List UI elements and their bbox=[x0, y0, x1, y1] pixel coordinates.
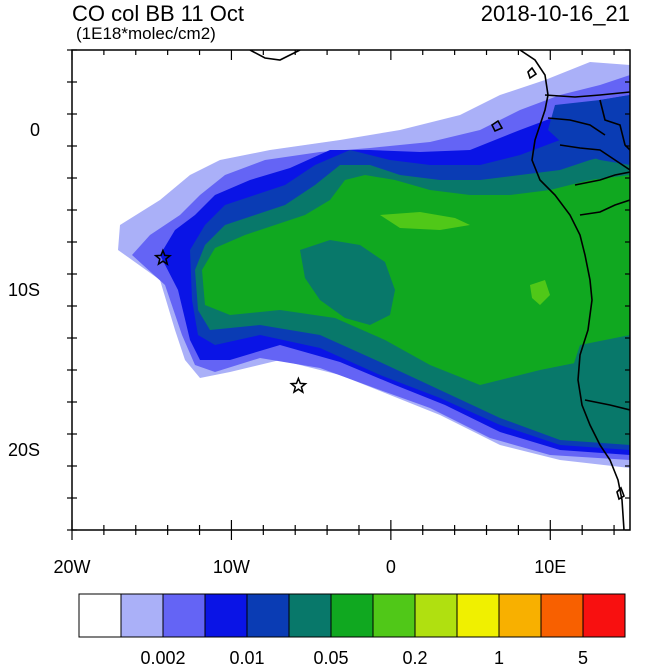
contour-level-5-inner bbox=[300, 240, 395, 325]
colorbar-box bbox=[246, 593, 290, 638]
plume-contours bbox=[118, 62, 630, 468]
contour-level-7 bbox=[380, 212, 470, 230]
star-marker bbox=[289, 376, 308, 394]
colorbar bbox=[78, 593, 626, 638]
x-tick-label: 10E bbox=[534, 557, 567, 577]
colorbar-label: 0.2 bbox=[402, 648, 428, 668]
x-tick-label: 20W bbox=[53, 557, 91, 577]
valid-time: 2018-10-16_21 bbox=[480, 1, 630, 26]
contour-level-6 bbox=[202, 175, 630, 385]
y-tick-label: 10S bbox=[7, 280, 40, 300]
star-marker bbox=[153, 248, 172, 266]
colorbar-label: 0.01 bbox=[229, 648, 265, 668]
x-tick-label: 10W bbox=[212, 557, 250, 577]
colorbar-label: 0.002 bbox=[140, 648, 186, 668]
colorbar-label: 1 bbox=[493, 648, 505, 668]
colorbar-box bbox=[456, 593, 500, 638]
y-tick-label: 0 bbox=[29, 120, 40, 140]
colorbar-label: 0.05 bbox=[313, 648, 349, 668]
colorbar-box bbox=[288, 593, 332, 638]
x-tick-label: 0 bbox=[385, 557, 396, 577]
contour-level-5-coast bbox=[560, 335, 630, 445]
colorbar-box bbox=[330, 593, 374, 638]
colorbar-box bbox=[540, 593, 584, 638]
units-label: (1E18*molec/cm2) bbox=[76, 24, 216, 43]
colorbar-box bbox=[120, 593, 164, 638]
contour-level-7 bbox=[530, 280, 550, 305]
colorbar-box bbox=[78, 593, 122, 638]
colorbar-box bbox=[372, 593, 416, 638]
marker-layer bbox=[153, 248, 308, 394]
contour-level-4-north bbox=[548, 95, 630, 165]
coastline bbox=[249, 50, 630, 530]
y-tick-label: 20S bbox=[7, 440, 40, 460]
colorbar-box bbox=[582, 593, 626, 638]
colorbar-box bbox=[204, 593, 248, 638]
plot-frame bbox=[71, 49, 631, 531]
colorbar-box bbox=[414, 593, 458, 638]
colorbar-box bbox=[162, 593, 206, 638]
map-title: CO col BB 11 Oct bbox=[72, 1, 244, 26]
colorbar-box bbox=[498, 593, 542, 638]
colorbar-label: 5 bbox=[577, 648, 589, 668]
axis-ticks bbox=[67, 49, 630, 540]
